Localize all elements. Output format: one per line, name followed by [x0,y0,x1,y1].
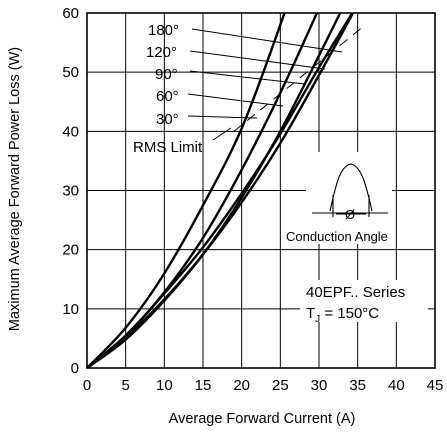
x-tick-label: 25 [272,377,289,394]
y-tick-label: 10 [62,301,79,318]
y-tick-label: 0 [71,360,79,377]
series-label: 40EPF.. Series [306,284,405,301]
x-tick-label: 5 [121,377,129,394]
x-tick-label: 45 [427,377,444,394]
tick-labels: 0 5 10 15 20 25 30 35 40 45 0 10 20 30 40 50 60 [62,5,443,394]
plot-frame [86,12,436,369]
annotation-leaders [187,28,343,141]
x-axis-title: Average Forward Current (A) [169,411,356,427]
leader-120 [189,50,326,70]
label-120: 120° [146,44,177,61]
series-line-30-deg [87,13,286,368]
temperature-subscript: J [315,314,320,325]
x-tick-label: 0 [83,377,91,394]
x-tick-label: 30 [311,377,328,394]
x-tick-label: 20 [233,377,250,394]
leader-rms [212,127,232,141]
y-tick-label: 40 [62,123,79,140]
y-tick-label: 20 [62,242,79,259]
leader-30 [187,115,258,119]
series-note-background [300,280,428,322]
label-30: 30° [156,111,179,128]
y-tick-label: 30 [62,183,79,200]
x-tick-label: 40 [388,377,405,394]
label-90: 90° [155,66,178,83]
x-tick-label: 15 [195,377,212,394]
conduction-angle-icon [312,163,388,217]
label-60: 60° [156,88,179,105]
leader-90 [189,70,306,85]
y-tick-label: 50 [62,64,79,81]
y-tick-label: 60 [62,5,79,22]
leader-60 [187,93,284,107]
y-axis-title: Maximum Average Forward Power Loss (W) [7,47,23,331]
temperature-value: = 150°C [320,305,379,322]
inset-label: Conduction Angle [286,229,388,244]
temperature-prefix: T [306,305,315,322]
series-lines [87,13,366,368]
series-line-90-deg [87,13,342,368]
rms-limit-line [233,24,366,132]
x-tick-label: 35 [349,377,366,394]
rms-limit-label: RMS Limit [133,139,203,156]
inset-background [306,152,392,244]
x-tick-label: 10 [156,377,173,394]
series-line-120-deg [87,13,355,368]
inset-phi-symbol: Ø [345,207,355,222]
leader-180 [191,28,343,53]
temperature-label: TJ = 150°C [306,305,379,325]
label-180: 180° [148,22,179,39]
series-line-60-deg [87,13,319,368]
